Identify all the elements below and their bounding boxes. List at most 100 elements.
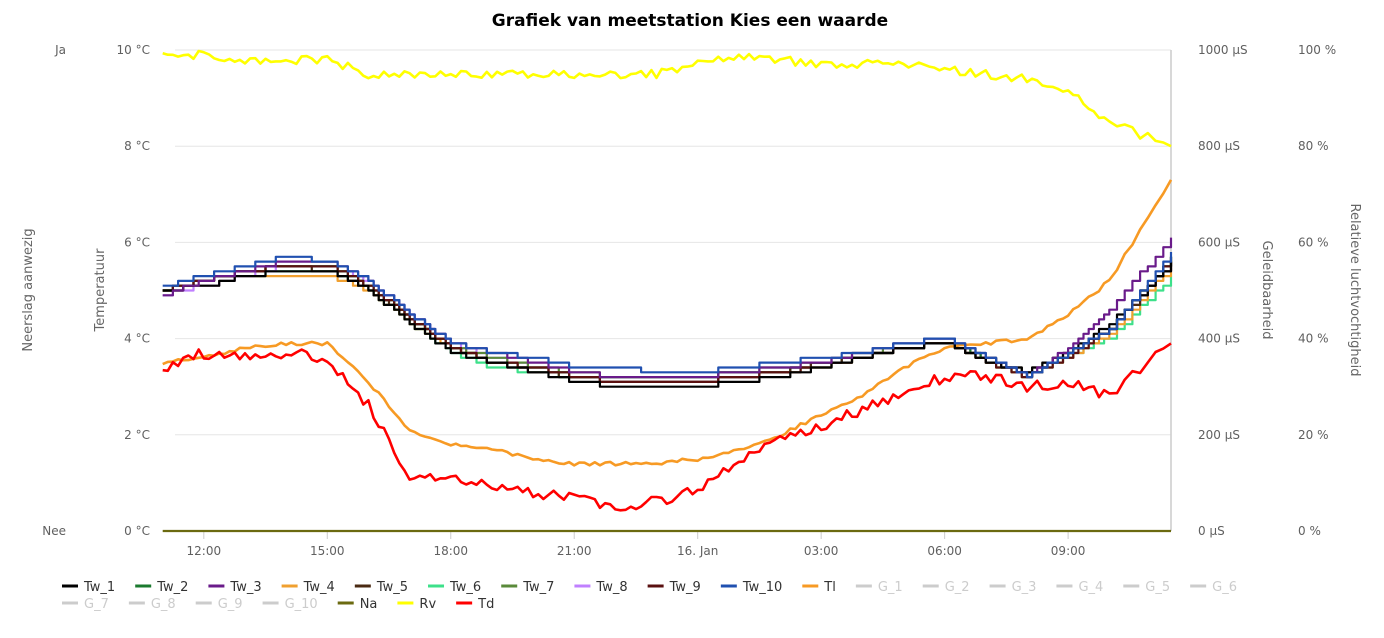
- temperature-axis-title: Temperatuur: [93, 248, 108, 333]
- legend-item-g-3[interactable]: G_3: [989, 580, 1037, 595]
- x-tick-label: 15:00: [310, 544, 345, 558]
- legend-label: Rv: [419, 597, 436, 612]
- series-line-td: [162, 342, 1172, 512]
- legend-label: Tw_3: [229, 580, 261, 595]
- legend-item-tw-6[interactable]: Tw_6: [428, 580, 481, 595]
- humidity-axis-title: Relatieve luchtvochtigheid: [1347, 204, 1362, 377]
- conductivity-tick-label: 0 µS: [1198, 524, 1225, 538]
- legend-item-tw-8[interactable]: Tw_8: [574, 580, 628, 595]
- legend-label: Tw_9: [669, 580, 701, 595]
- conductivity-tick-label: 600 µS: [1198, 235, 1240, 249]
- legend-label: G_5: [1145, 580, 1170, 595]
- legend-label: Tl: [823, 580, 836, 595]
- x-tick-label: 12:00: [187, 544, 222, 558]
- legend-item-rv[interactable]: Rv: [397, 597, 436, 612]
- series-line-tl: [162, 179, 1173, 467]
- legend-label: Tw_4: [303, 580, 335, 595]
- legend-item-g-5[interactable]: G_5: [1123, 580, 1170, 595]
- precip-tick-label: Nee: [42, 524, 66, 538]
- legend-label: Tw_7: [522, 580, 554, 595]
- temperature-tick-label: 4 °C: [124, 332, 150, 346]
- precipitation-axis: Nee Ja: [42, 43, 66, 538]
- series-line-tw-8: [162, 261, 1173, 383]
- legend-item-tw-3[interactable]: Tw_3: [208, 580, 262, 595]
- humidity-tick-label: 100 %: [1298, 43, 1336, 57]
- legend-label: G_6: [1212, 580, 1237, 595]
- x-tick-label: 03:00: [804, 544, 839, 558]
- series-line-tw-10: [162, 252, 1173, 379]
- conductivity-tick-label: 400 µS: [1198, 332, 1240, 346]
- temperature-tick-label: 0 °C: [124, 524, 150, 538]
- legend-label: G_1: [878, 580, 903, 595]
- legend-item-tw-2[interactable]: Tw_2: [135, 580, 188, 595]
- legend-item-tw-5[interactable]: Tw_5: [354, 580, 408, 595]
- series-line-tw-4: [162, 266, 1173, 383]
- temperature-tick-label: 8 °C: [124, 139, 150, 153]
- legend-item-tw-4[interactable]: Tw_4: [281, 580, 335, 595]
- conductivity-axis: 0 µS 200 µS 400 µS 600 µS 800 µS 1000 µS: [1198, 43, 1248, 538]
- legend-item-g-1[interactable]: G_1: [855, 580, 903, 595]
- series-line-tw-5: [162, 261, 1173, 383]
- legend-item-tw-10[interactable]: Tw_10: [720, 580, 782, 595]
- legend-item-g-4[interactable]: G_4: [1056, 580, 1103, 595]
- legend-item-tl[interactable]: Tl: [802, 580, 836, 595]
- x-tick-label: 18:00: [433, 544, 468, 558]
- series-layer: [162, 49, 1173, 533]
- series-line-tw-9: [162, 256, 1173, 383]
- legend-item-g-6[interactable]: G_6: [1190, 580, 1237, 595]
- legend-label: Tw_5: [376, 580, 408, 595]
- temperature-tick-label: 6 °C: [124, 235, 150, 249]
- x-tick-label: 21:00: [557, 544, 592, 558]
- legend-label: G_4: [1078, 580, 1103, 595]
- legend-label: G_8: [151, 597, 176, 612]
- legend-label: Td: [477, 597, 494, 612]
- legend-item-g-8[interactable]: G_8: [128, 597, 176, 612]
- temperature-tick-label: 10 °C: [117, 43, 150, 57]
- humidity-tick-label: 20 %: [1298, 428, 1329, 442]
- legend-item-g-2[interactable]: G_2: [922, 580, 970, 595]
- series-line-tw-6: [162, 270, 1173, 383]
- humidity-tick-label: 0 %: [1298, 524, 1321, 538]
- legend-label: Tw_8: [595, 580, 627, 595]
- legend-item-g-7[interactable]: G_7: [62, 597, 109, 612]
- humidity-tick-label: 80 %: [1298, 139, 1329, 153]
- legend-item-na[interactable]: Na: [337, 597, 378, 612]
- humidity-tick-label: 40 %: [1298, 332, 1329, 346]
- precip-tick-label: Ja: [54, 43, 66, 57]
- legend-item-g-9[interactable]: G_9: [195, 597, 243, 612]
- humidity-axis: 0 % 20 % 40 % 60 % 80 % 100 %: [1298, 43, 1336, 538]
- chart-title: Grafiek van meetstation Kies een waarde: [492, 11, 888, 31]
- legend-label: G_2: [945, 580, 970, 595]
- conductivity-axis-title: Geleidbaarheid: [1259, 241, 1274, 340]
- legend-label: Tw_2: [156, 580, 188, 595]
- precip-axis-title: Neerslag aanwezig: [21, 228, 36, 351]
- x-axis: 12:00 15:00 18:00 21:00 16. Jan 03:00 06:00 09:…: [175, 530, 1171, 558]
- x-tick-label: 06:00: [927, 544, 962, 558]
- series-line-tw-7: [162, 256, 1173, 379]
- legend: Tw_1 Tw_2 Tw_3 Tw_4 Tw_5 Tw_6 Tw_7 Tw_8 Tw_9 Tw_1…: [62, 580, 1237, 612]
- legend-item-tw-7[interactable]: Tw_7: [501, 580, 554, 595]
- legend-item-tw-9[interactable]: Tw_9: [647, 580, 701, 595]
- x-tick-label: 09:00: [1051, 544, 1086, 558]
- legend-item-g-10[interactable]: G_10: [262, 597, 318, 612]
- humidity-tick-label: 60 %: [1298, 235, 1329, 249]
- legend-item-tw-1[interactable]: Tw_1: [62, 580, 115, 595]
- grid: [175, 49, 1172, 532]
- series-line-tw-1: [162, 261, 1173, 388]
- conductivity-tick-label: 800 µS: [1198, 139, 1240, 153]
- legend-label: Na: [360, 597, 378, 612]
- legend-label: Tw_6: [449, 580, 481, 595]
- legend-label: G_7: [84, 597, 109, 612]
- legend-label: G_10: [285, 597, 318, 612]
- conductivity-tick-label: 200 µS: [1198, 428, 1240, 442]
- series-line-tw-2: [162, 256, 1173, 379]
- legend-item-td[interactable]: Td: [456, 597, 494, 612]
- temperature-tick-label: 2 °C: [124, 428, 150, 442]
- legend-label: Tw_10: [742, 580, 782, 595]
- series-line-tw-3: [162, 237, 1173, 379]
- legend-label: G_9: [218, 597, 243, 612]
- temperature-axis: 0 °C 2 °C 4 °C 6 °C 8 °C 10 °C: [117, 43, 150, 538]
- conductivity-tick-label: 1000 µS: [1198, 43, 1248, 57]
